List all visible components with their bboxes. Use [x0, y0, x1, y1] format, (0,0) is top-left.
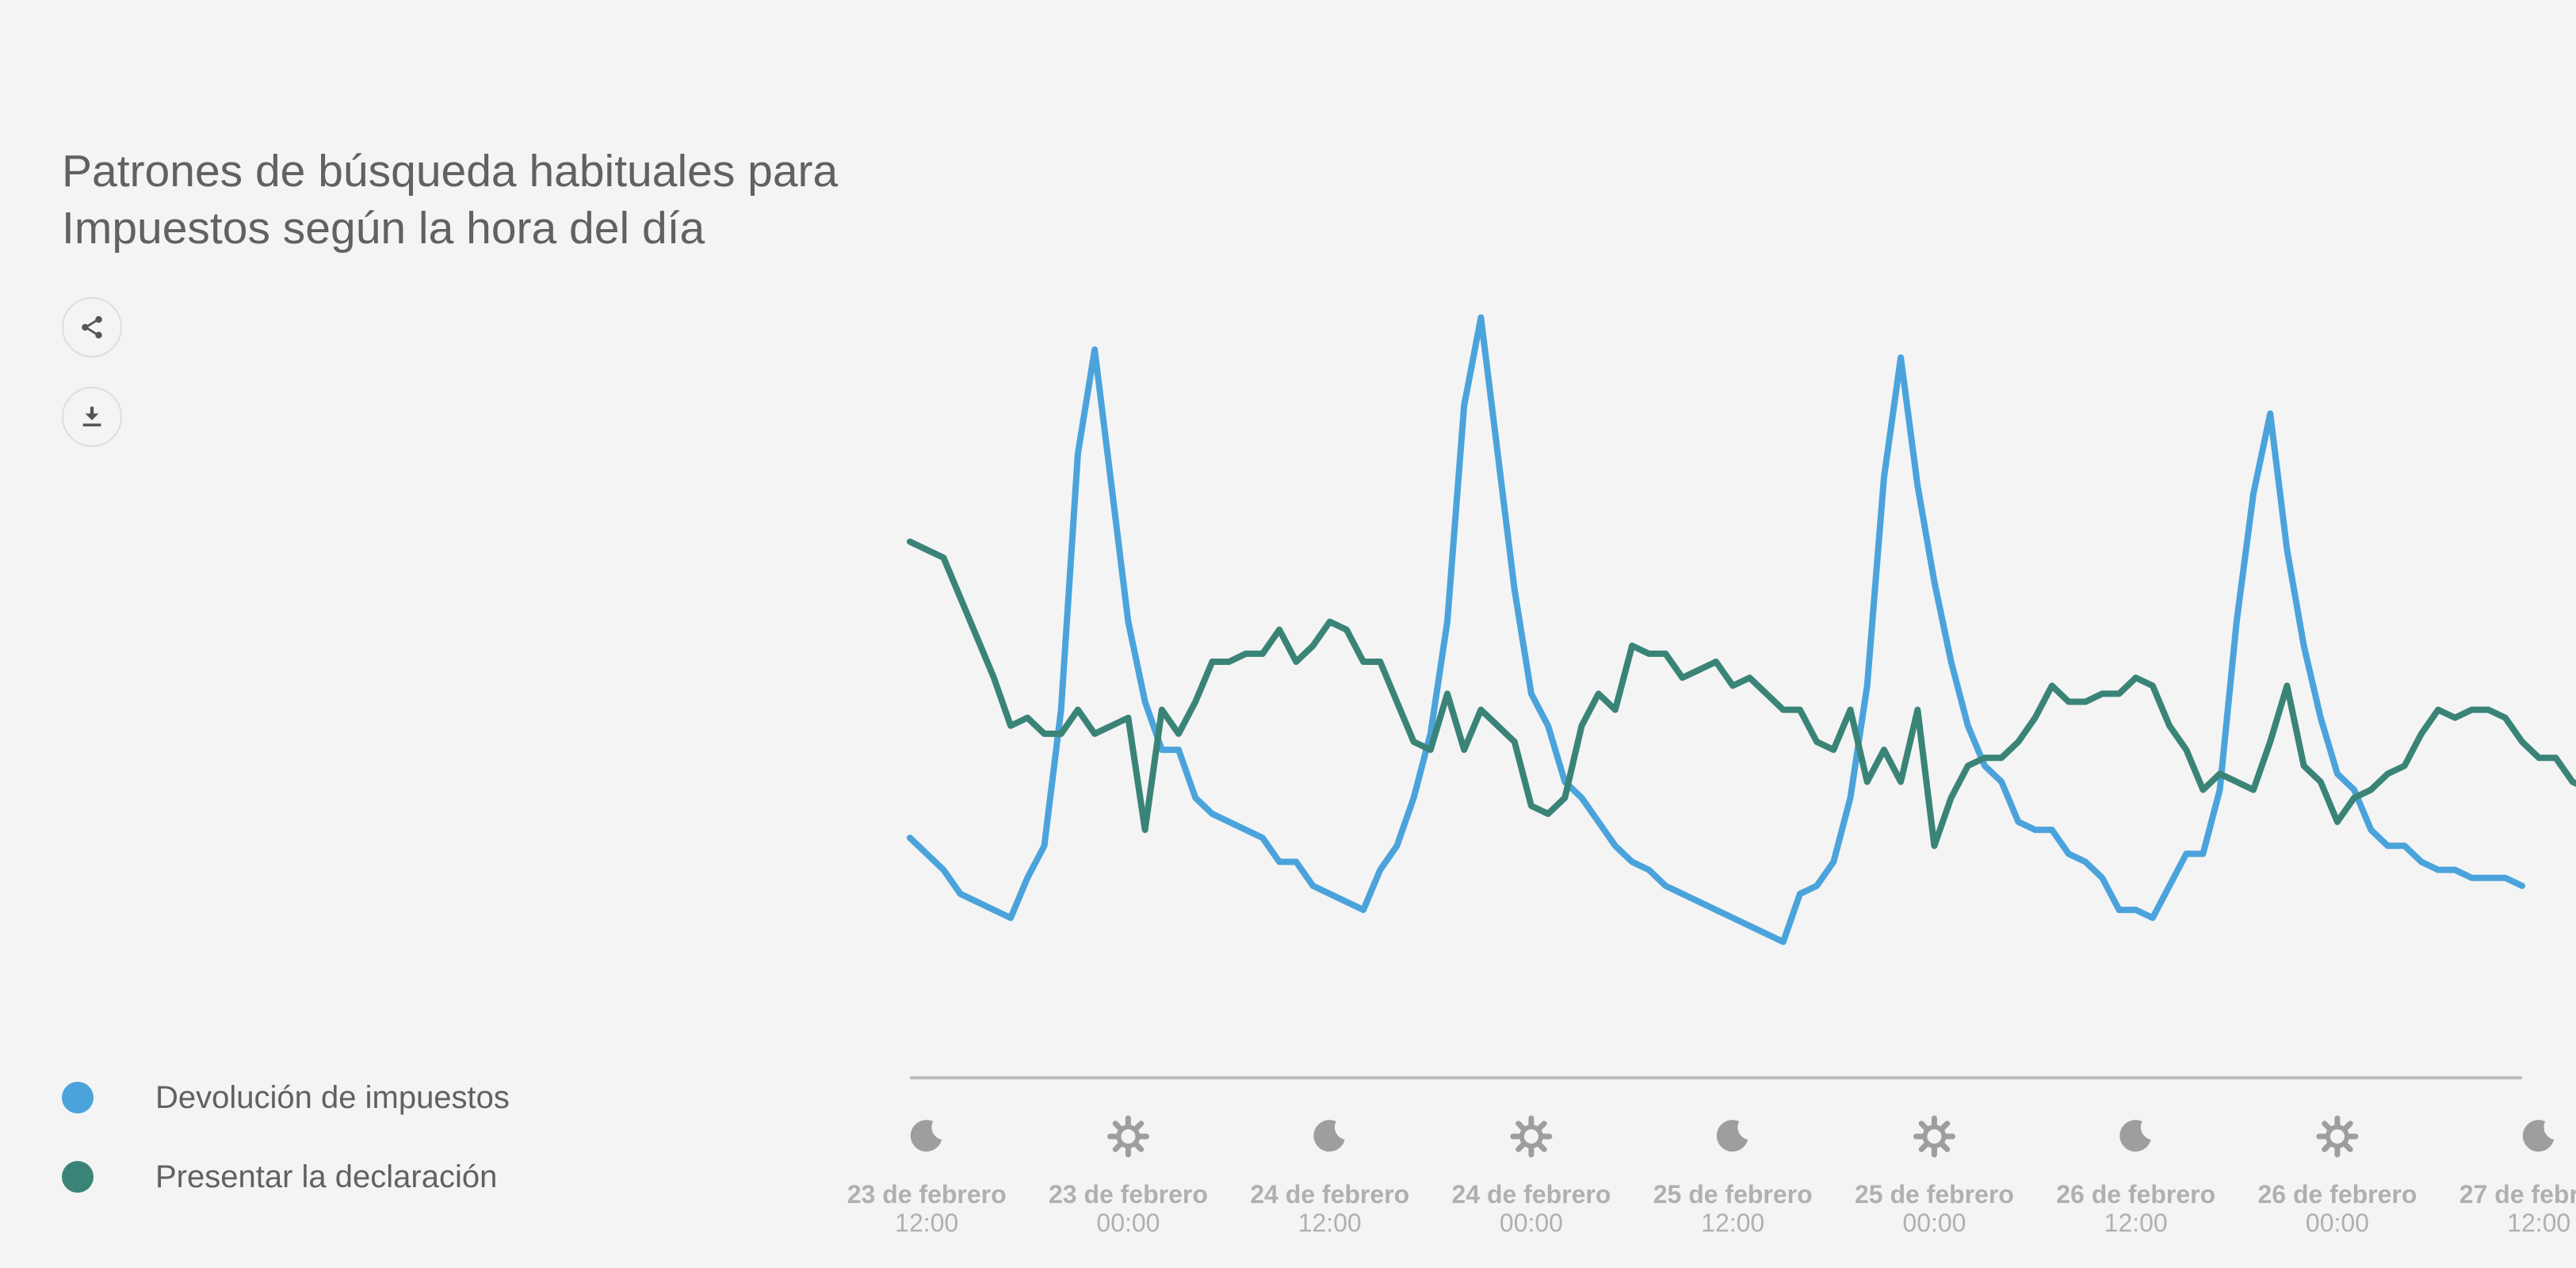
sun-icon: [1510, 1115, 1553, 1158]
x-tick-time-5: 00:00: [1902, 1209, 1966, 1237]
legend-swatch-presentar: [62, 1161, 94, 1193]
series-line-0: [907, 314, 2525, 945]
download-icon: [82, 407, 101, 427]
series-line-1: [907, 538, 2576, 850]
legend-swatch-devolucion: [62, 1082, 94, 1113]
x-tick-time-3: 00:00: [1500, 1209, 1563, 1237]
legend-item-presentar: Presentar la declaración: [62, 1149, 775, 1205]
legend-label-devolucion: Devolución de impuestos: [155, 1079, 510, 1115]
legend-label-presentar: Presentar la declaración: [155, 1159, 498, 1194]
x-tick-time-0: 12:00: [895, 1209, 958, 1237]
x-tick-date-6: 26 de febrero: [2056, 1180, 2215, 1209]
moon-icon: [1313, 1120, 1345, 1152]
sun-icon: [2316, 1115, 2359, 1158]
share-button[interactable]: [62, 297, 122, 357]
moon-icon: [1716, 1120, 1749, 1152]
x-tick-time-6: 12:00: [2104, 1209, 2168, 1237]
moon-icon: [910, 1120, 942, 1152]
x-tick-time-8: 12:00: [2507, 1209, 2570, 1237]
x-tick-date-1: 23 de febrero: [1049, 1180, 1208, 1209]
moon-icon: [2522, 1120, 2555, 1152]
x-tick-time-4: 12:00: [1701, 1209, 1764, 1237]
sun-icon: [1106, 1115, 1149, 1158]
moon-icon: [2119, 1120, 2151, 1152]
x-tick-date-8: 27 de febrero: [2459, 1180, 2576, 1209]
x-tick-time-7: 00:00: [2306, 1209, 2369, 1237]
x-tick-date-0: 23 de febrero: [847, 1180, 1007, 1209]
page-title: Patrones de búsqueda habituales para Imp…: [62, 143, 902, 257]
legend-item-devolucion: Devolución de impuestos: [62, 1070, 775, 1125]
x-tick-date-5: 25 de febrero: [1855, 1180, 2014, 1209]
x-tick-date-3: 24 de febrero: [1451, 1180, 1611, 1209]
x-tick-date-7: 26 de febrero: [2257, 1180, 2417, 1209]
x-tick-date-4: 25 de febrero: [1653, 1180, 1813, 1209]
title-line-1: Patrones de búsqueda habituales para: [62, 146, 839, 197]
title-line-2: Impuestos según la hora del día: [62, 203, 705, 254]
sun-icon: [1913, 1115, 1955, 1158]
x-tick-time-2: 12:00: [1298, 1209, 1362, 1237]
download-button[interactable]: [62, 387, 122, 447]
x-tick-date-2: 24 de febrero: [1250, 1180, 1409, 1209]
x-tick-time-1: 00:00: [1096, 1209, 1160, 1237]
share-icon: [82, 315, 102, 339]
